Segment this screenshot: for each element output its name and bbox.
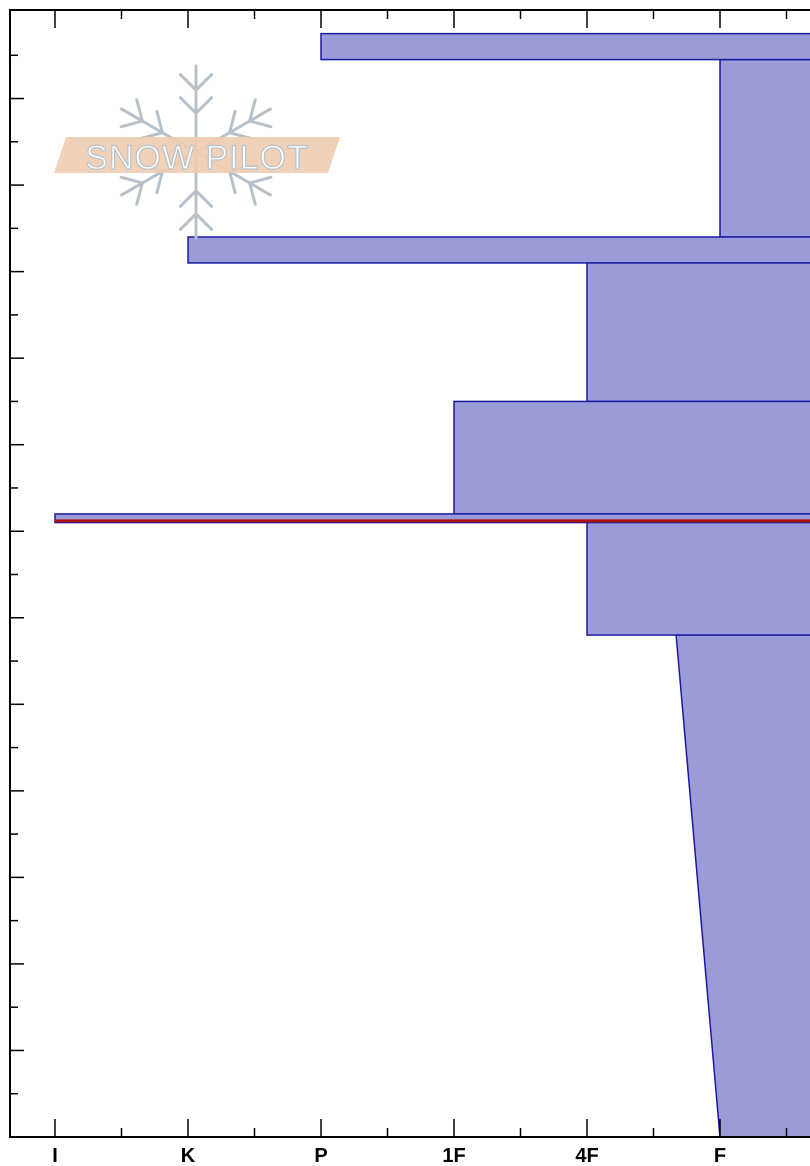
snowflake-branch-0-0l bbox=[178, 96, 198, 115]
snowflake-branch-3-0r bbox=[178, 189, 198, 208]
snowflake-branch-0-0r bbox=[194, 96, 214, 115]
snowflake-branch-3-1l bbox=[194, 212, 214, 231]
x-tick-label-4: 4F bbox=[575, 1145, 598, 1166]
snowflake-branch-1-1r bbox=[248, 119, 273, 129]
snowflake-branch-2-1l bbox=[248, 175, 273, 185]
x-tick-label-1: K bbox=[181, 1145, 196, 1166]
hardness-layers bbox=[54, 32, 810, 1138]
layer-bar-3 bbox=[187, 236, 810, 264]
snowflake-branch-4-1r bbox=[119, 175, 144, 185]
layer-bar-6 bbox=[54, 513, 810, 524]
logo-text: SNOW PILOT bbox=[85, 139, 308, 177]
x-tick-label-3: 1F bbox=[442, 1145, 465, 1166]
snowflake-branch-5-1l bbox=[119, 119, 144, 129]
snowflake-branch-5-1r bbox=[135, 98, 144, 123]
layer-bar-7 bbox=[586, 521, 810, 636]
snowflake-branch-2-1r bbox=[248, 181, 257, 206]
layer-bar-5 bbox=[453, 400, 810, 515]
x-tick-label-2: P bbox=[314, 1145, 327, 1166]
layer-bar-1 bbox=[719, 58, 810, 238]
x-axis-tick-labels: I K P 1F 4F F bbox=[52, 1145, 726, 1166]
layer-bar-4 bbox=[586, 262, 810, 403]
layer-bar-8 bbox=[675, 634, 810, 1138]
snowflake-branch-4-0l bbox=[155, 169, 164, 195]
snowflake-branch-4-1l bbox=[135, 181, 144, 206]
snowflake-branch-0-1r bbox=[194, 73, 214, 92]
snowflake-branch-1-1l bbox=[248, 98, 257, 123]
layer-bar-2 bbox=[320, 32, 810, 61]
snowflake-branch-0-1l bbox=[178, 73, 198, 92]
snowflake-branch-2-0r bbox=[228, 169, 237, 195]
snowflake-branch-3-0l bbox=[194, 189, 214, 208]
snowflake-branch-3-1r bbox=[178, 212, 198, 231]
logo-band bbox=[54, 137, 340, 173]
x-tick-label-5: F bbox=[714, 1145, 726, 1166]
x-tick-label-0: I bbox=[52, 1145, 58, 1166]
snow-pilot-logo: SNOW PILOT bbox=[54, 64, 340, 240]
snowflake-branch-5-0r bbox=[155, 109, 164, 135]
y-axis-ticks bbox=[10, 54, 24, 1095]
x-axis-ticks bbox=[54, 10, 788, 1137]
snowflake-branch-1-0l bbox=[228, 109, 237, 135]
plot-frame bbox=[9, 9, 810, 1138]
